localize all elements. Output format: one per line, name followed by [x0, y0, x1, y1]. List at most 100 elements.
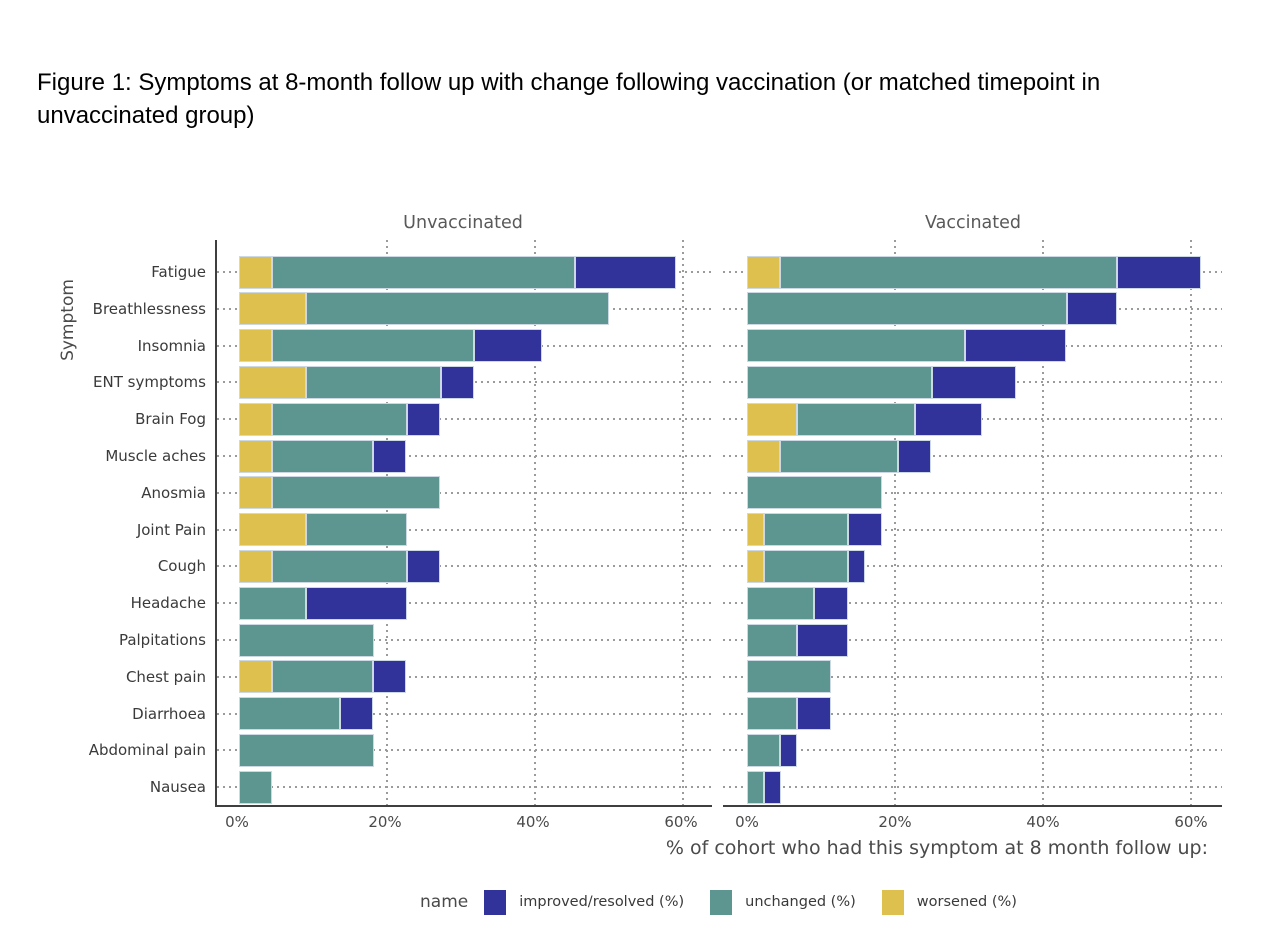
gridline	[217, 786, 712, 789]
gridline	[723, 675, 1222, 678]
bar-segment-unchanged-insomnia	[747, 329, 966, 363]
bar-segment-improved-resolved-muscle-aches	[372, 439, 407, 473]
gridline	[1190, 240, 1192, 805]
legend-item-unchanged: unchanged (%)	[710, 889, 856, 915]
bar-segment-improved-resolved-palpitations	[797, 623, 848, 657]
y-tick-label-joint-pain: Joint Pain	[136, 520, 206, 539]
facet-title-unvaccinated: Unvaccinated	[403, 213, 523, 233]
bar-segment-unchanged-fatigue	[780, 255, 1117, 289]
bar-segment-worsened-fatigue	[239, 255, 273, 289]
bar-segment-worsened-joint-pain	[239, 513, 307, 547]
y-tick-label-headache: Headache	[130, 594, 206, 613]
bar-segment-unchanged-cough	[272, 549, 407, 583]
bar-segment-worsened-brain-fog	[239, 402, 273, 436]
bar-segment-worsened-muscle-aches	[747, 439, 781, 473]
bar-segment-unchanged-nausea	[747, 770, 765, 804]
bar-segment-unchanged-abdominal-pain	[239, 733, 374, 767]
y-tick-label-chest-pain: Chest pain	[125, 667, 206, 686]
gridline	[217, 639, 712, 641]
bar-segment-unchanged-fatigue	[272, 255, 575, 289]
bar-segment-improved-resolved-cough	[848, 549, 866, 583]
gridline	[217, 528, 712, 531]
bar-segment-improved-resolved-chest-pain	[372, 660, 407, 694]
bar-segment-unchanged-ent-symptoms	[306, 365, 441, 399]
gridline	[217, 749, 712, 752]
y-tick-label-breathlessness: Breathlessness	[92, 299, 206, 318]
x-tick-label: 0%	[735, 813, 759, 831]
x-tick-label: 20%	[368, 813, 402, 831]
legend-label: improved/resolved (%)	[519, 894, 685, 910]
bar-segment-unchanged-nausea	[239, 770, 273, 804]
bar-segment-improved-resolved-brain-fog	[914, 402, 983, 436]
bar-segment-improved-resolved-ent-symptoms	[932, 365, 1017, 399]
legend-label: worsened (%)	[916, 894, 1017, 910]
y-tick-label-diarrhoea: Diarrhoea	[132, 704, 206, 723]
bar-segment-worsened-anosmia	[239, 476, 273, 510]
gridline	[723, 602, 1222, 605]
bar-segment-unchanged-joint-pain	[764, 513, 849, 547]
bar-segment-improved-resolved-joint-pain	[848, 513, 882, 547]
bar-segment-worsened-cough	[239, 549, 273, 583]
gridline	[894, 240, 896, 805]
bar-segment-unchanged-headache	[747, 586, 815, 620]
legend: name improved/resolved (%) unchanged (%) w…	[215, 885, 1222, 919]
bar-segment-improved-resolved-insomnia	[965, 329, 1066, 363]
bar-segment-unchanged-joint-pain	[306, 513, 407, 547]
y-tick-label-ent-symptoms: ENT symptoms	[93, 373, 206, 392]
bar-segment-worsened-muscle-aches	[239, 439, 273, 473]
bar-segment-unchanged-breathlessness	[747, 292, 1067, 326]
gridline	[723, 712, 1222, 715]
bar-segment-improved-resolved-headache	[306, 586, 407, 620]
bar-segment-worsened-insomnia	[239, 329, 273, 363]
gridline	[217, 455, 712, 457]
bar-segment-improved-resolved-cough	[406, 549, 441, 583]
legend-title: name	[420, 892, 469, 912]
gridline	[217, 418, 712, 421]
bar-segment-unchanged-diarrhoea	[239, 697, 340, 731]
bar-segment-unchanged-brain-fog	[272, 402, 407, 436]
bar-segment-unchanged-muscle-aches	[272, 439, 373, 473]
x-tick-label: 40%	[1026, 813, 1060, 831]
legend-label: unchanged (%)	[745, 894, 856, 910]
legend-items: improved/resolved (%) unchanged (%) worsen…	[484, 889, 1017, 915]
bar-segment-unchanged-headache	[239, 586, 307, 620]
bar-segment-unchanged-chest-pain	[272, 660, 373, 694]
bar-segment-unchanged-diarrhoea	[747, 697, 798, 731]
bar-segment-unchanged-insomnia	[272, 329, 475, 363]
bar-segment-improved-resolved-headache	[814, 586, 848, 620]
y-tick-label-insomnia: Insomnia	[137, 336, 206, 355]
bar-segment-unchanged-ent-symptoms	[747, 365, 932, 399]
bar-segment-improved-resolved-abdominal-pain	[780, 733, 798, 767]
gridline	[723, 528, 1222, 531]
bar-segment-unchanged-cough	[764, 549, 849, 583]
bar-segment-unchanged-brain-fog	[797, 402, 915, 436]
bar-segment-improved-resolved-fatigue	[1117, 255, 1202, 289]
legend-item-improved-resolved: improved/resolved (%)	[484, 889, 685, 915]
gridline	[217, 602, 712, 605]
y-tick-label-anosmia: Anosmia	[141, 483, 206, 502]
x-axis-title: % of cohort who had this symptom at 8 mo…	[665, 837, 1208, 859]
gridline	[723, 455, 1222, 457]
y-tick-label-palpitations: Palpitations	[118, 631, 206, 649]
bar-segment-unchanged-palpitations	[239, 623, 374, 657]
y-tick-label-muscle-aches: Muscle aches	[105, 447, 206, 465]
bar-segment-unchanged-palpitations	[747, 623, 798, 657]
bar-segment-unchanged-anosmia	[272, 476, 441, 510]
bar-segment-worsened-fatigue	[747, 255, 781, 289]
bar-segment-improved-resolved-nausea	[764, 770, 782, 804]
gridline	[723, 786, 1222, 789]
y-tick-label-abdominal-pain: Abdominal pain	[88, 741, 206, 760]
bar-segment-worsened-chest-pain	[239, 660, 273, 694]
bar-segment-improved-resolved-diarrhoea	[339, 697, 373, 731]
gridline	[217, 712, 712, 715]
bar-segment-unchanged-muscle-aches	[780, 439, 898, 473]
gridline	[534, 240, 536, 805]
gridline	[1042, 240, 1044, 805]
gridline	[723, 639, 1222, 641]
bar-segment-improved-resolved-breathlessness	[1066, 292, 1117, 326]
bar-segment-unchanged-breathlessness	[306, 292, 609, 326]
bar-segment-worsened-joint-pain	[747, 513, 765, 547]
legend-swatch-unchanged	[710, 889, 733, 915]
y-tick-label-fatigue: Fatigue	[151, 263, 206, 281]
